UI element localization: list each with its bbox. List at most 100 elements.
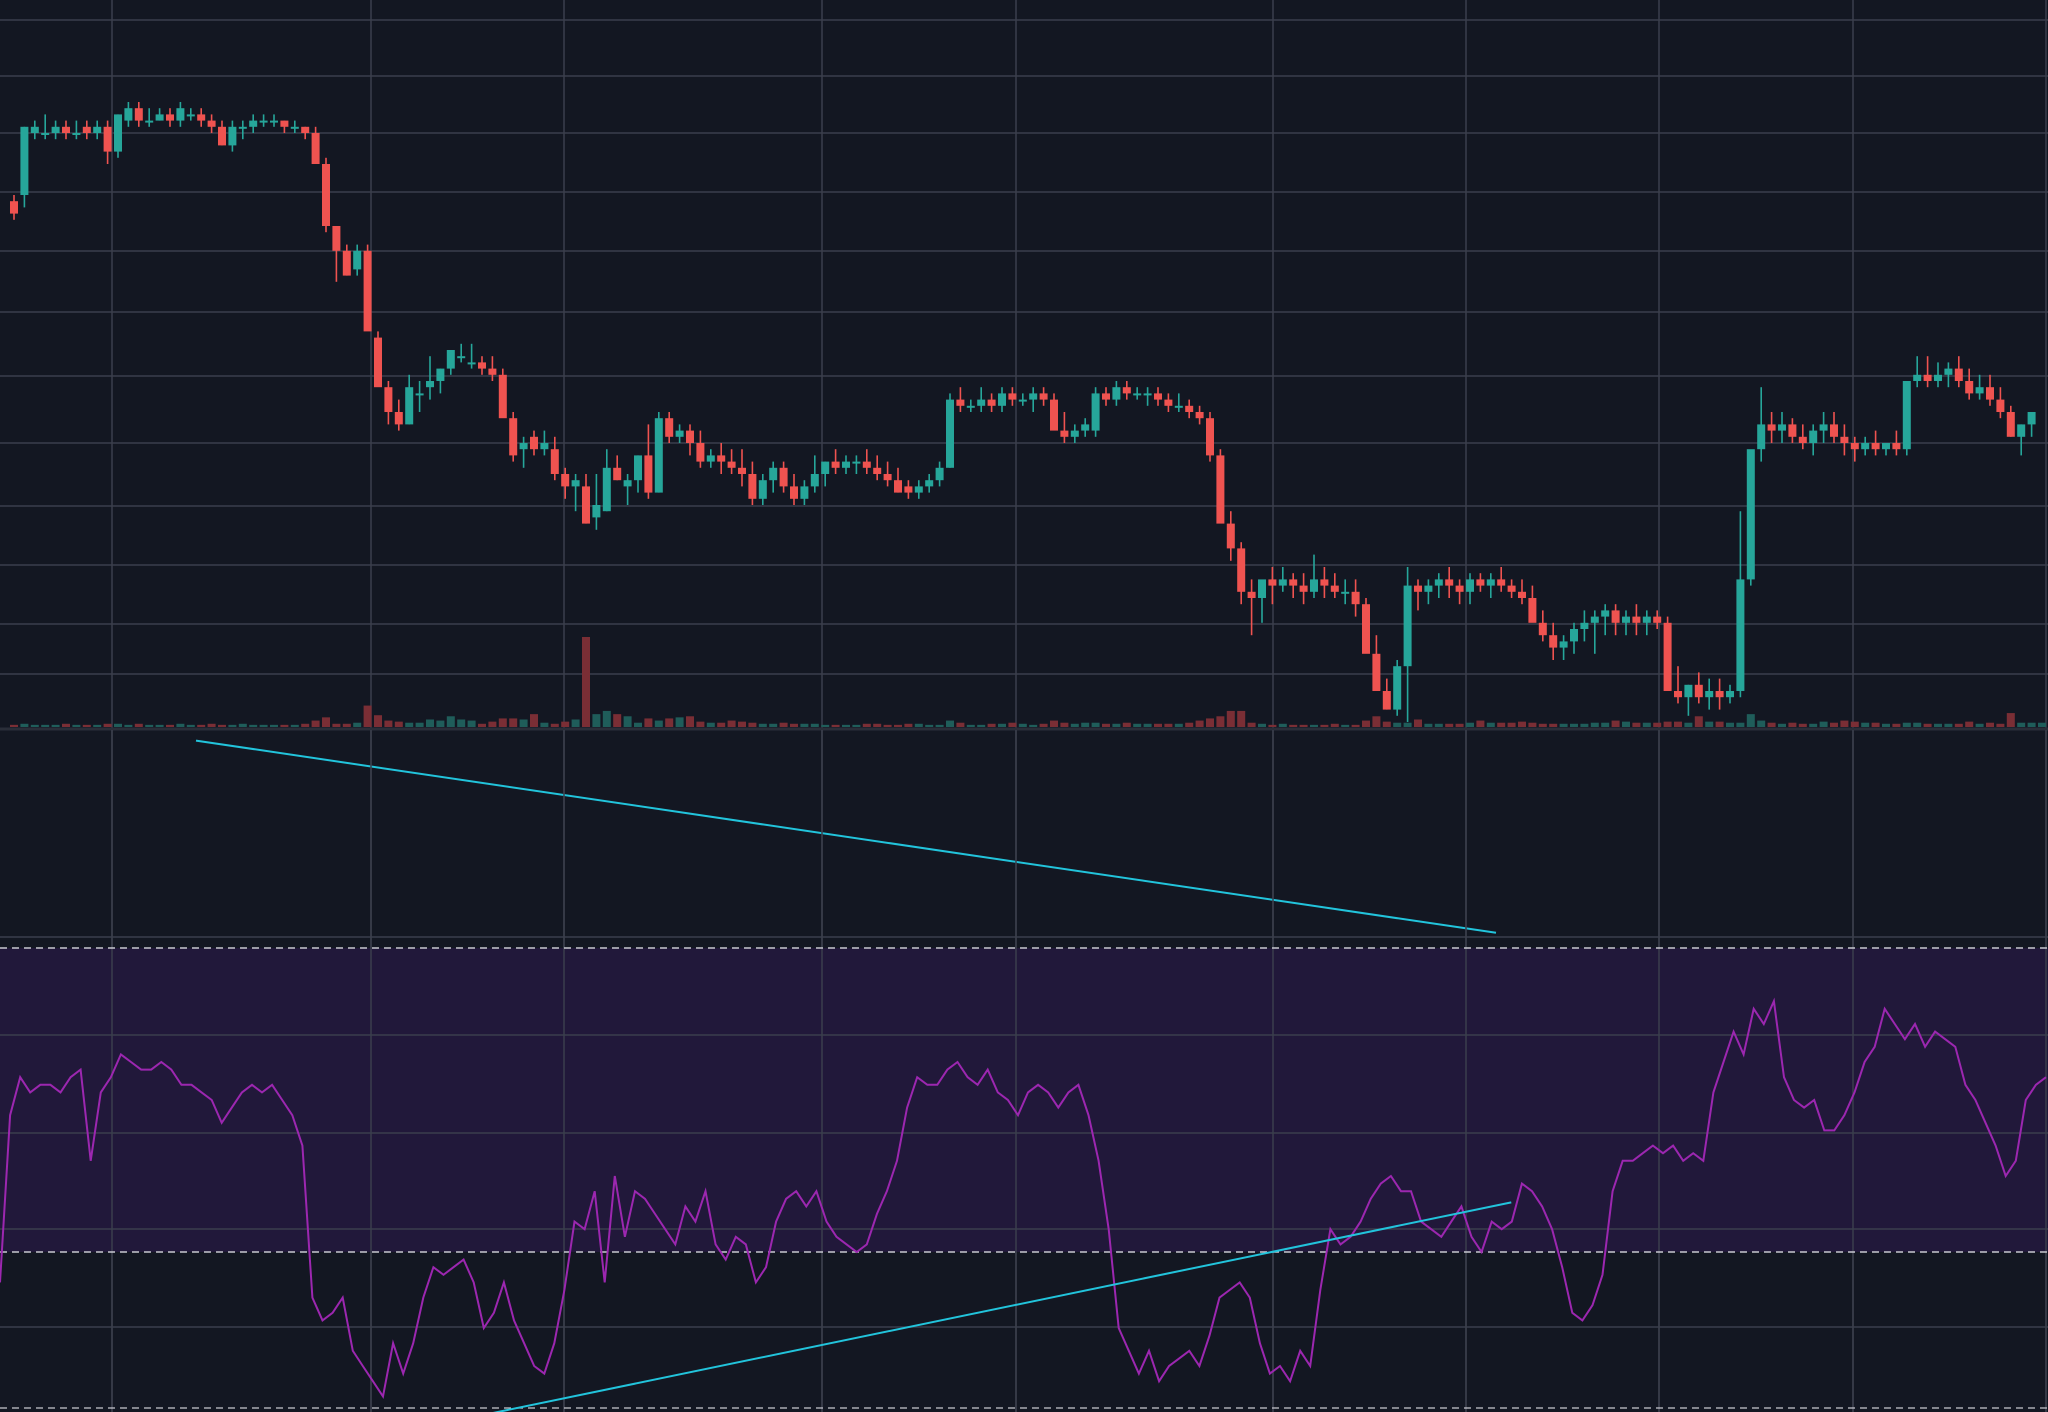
candle[interactable] [1934,362,1942,388]
candle[interactable] [446,350,455,375]
candle[interactable] [259,114,268,127]
candle[interactable] [1965,368,1974,400]
candle[interactable] [249,114,258,133]
candle[interactable] [1570,622,1578,654]
candle[interactable] [238,120,247,140]
candle[interactable] [1902,381,1911,456]
candle[interactable] [1954,356,1963,388]
candle[interactable] [311,126,320,164]
candle[interactable] [1112,381,1121,406]
candle[interactable] [1538,610,1547,642]
candle[interactable] [509,412,518,462]
candle[interactable] [1674,666,1682,704]
candle[interactable] [842,455,850,474]
candle[interactable] [1715,678,1724,710]
candle[interactable] [800,480,809,505]
candle[interactable] [1341,579,1350,605]
candle[interactable] [1528,585,1537,623]
candle[interactable] [1122,381,1131,400]
candle[interactable] [1850,436,1859,462]
candle[interactable] [1247,579,1256,636]
candle[interactable] [488,356,497,381]
candle[interactable] [561,467,570,499]
candle[interactable] [998,387,1006,412]
rsi-trendline[interactable] [312,1201,1512,1412]
candle[interactable] [883,461,892,487]
candle[interactable] [1757,387,1766,462]
candle[interactable] [166,108,174,127]
candle[interactable] [1580,610,1589,642]
candle[interactable] [1632,604,1641,636]
candle[interactable] [1434,573,1443,598]
candle[interactable] [1830,412,1838,443]
candle[interactable] [1798,424,1807,450]
candle[interactable] [62,120,70,140]
candle[interactable] [1944,362,1953,388]
rsi-panel[interactable] [0,730,2048,1412]
candle[interactable] [1206,412,1214,462]
candle[interactable] [1060,412,1069,443]
candle[interactable] [1642,610,1651,636]
candle[interactable] [987,393,996,412]
candle[interactable] [1018,393,1027,406]
candle[interactable] [758,474,767,505]
candle[interactable] [405,374,414,425]
candle[interactable] [665,412,674,443]
candle[interactable] [1767,412,1776,443]
candle[interactable] [51,120,60,140]
candle[interactable] [72,120,81,140]
candle[interactable] [1455,579,1464,605]
candle[interactable] [790,474,798,505]
candle[interactable] [1008,387,1017,406]
candle[interactable] [1351,579,1360,617]
candle[interactable] [592,474,601,530]
candle[interactable] [1996,387,2005,419]
candle[interactable] [1611,604,1620,636]
candle[interactable] [1746,449,1755,586]
candle[interactable] [1694,672,1703,704]
candle[interactable] [904,480,913,499]
candle[interactable] [1892,430,1901,456]
candle[interactable] [186,108,195,121]
candle[interactable] [582,474,590,524]
candle[interactable] [550,436,559,481]
candle[interactable] [1258,579,1266,623]
candle[interactable] [530,430,538,456]
candle[interactable] [977,387,986,412]
candle[interactable] [1226,511,1235,561]
candle[interactable] [1320,567,1329,598]
candle[interactable] [540,430,549,456]
candle[interactable] [1622,610,1630,636]
candle[interactable] [894,467,902,493]
candle[interactable] [322,157,330,233]
candle[interactable] [1133,387,1142,400]
candle[interactable] [956,387,965,412]
candle[interactable] [1403,567,1412,722]
candle[interactable] [197,108,206,127]
candle[interactable] [1164,393,1173,412]
candle[interactable] [1070,424,1079,443]
candle[interactable] [1653,610,1662,629]
candle[interactable] [1726,684,1734,704]
candle[interactable] [426,356,434,400]
candle[interactable] [1663,616,1672,691]
candle[interactable] [394,399,403,431]
candle[interactable] [2006,405,2015,437]
candle[interactable] [1486,573,1495,598]
candle[interactable] [1705,678,1714,710]
candle[interactable] [332,226,341,282]
candle[interactable] [1736,511,1745,698]
candle[interactable] [1185,399,1194,419]
candle[interactable] [363,244,372,332]
candle[interactable] [852,455,861,474]
candle[interactable] [134,102,143,127]
rsi-line[interactable] [0,997,2047,1399]
candle[interactable] [1601,604,1610,636]
candle[interactable] [10,195,18,220]
candle[interactable] [1809,424,1818,456]
candle[interactable] [634,455,642,493]
candle[interactable] [145,108,154,127]
candle[interactable] [1497,567,1506,592]
candle[interactable] [602,449,611,512]
